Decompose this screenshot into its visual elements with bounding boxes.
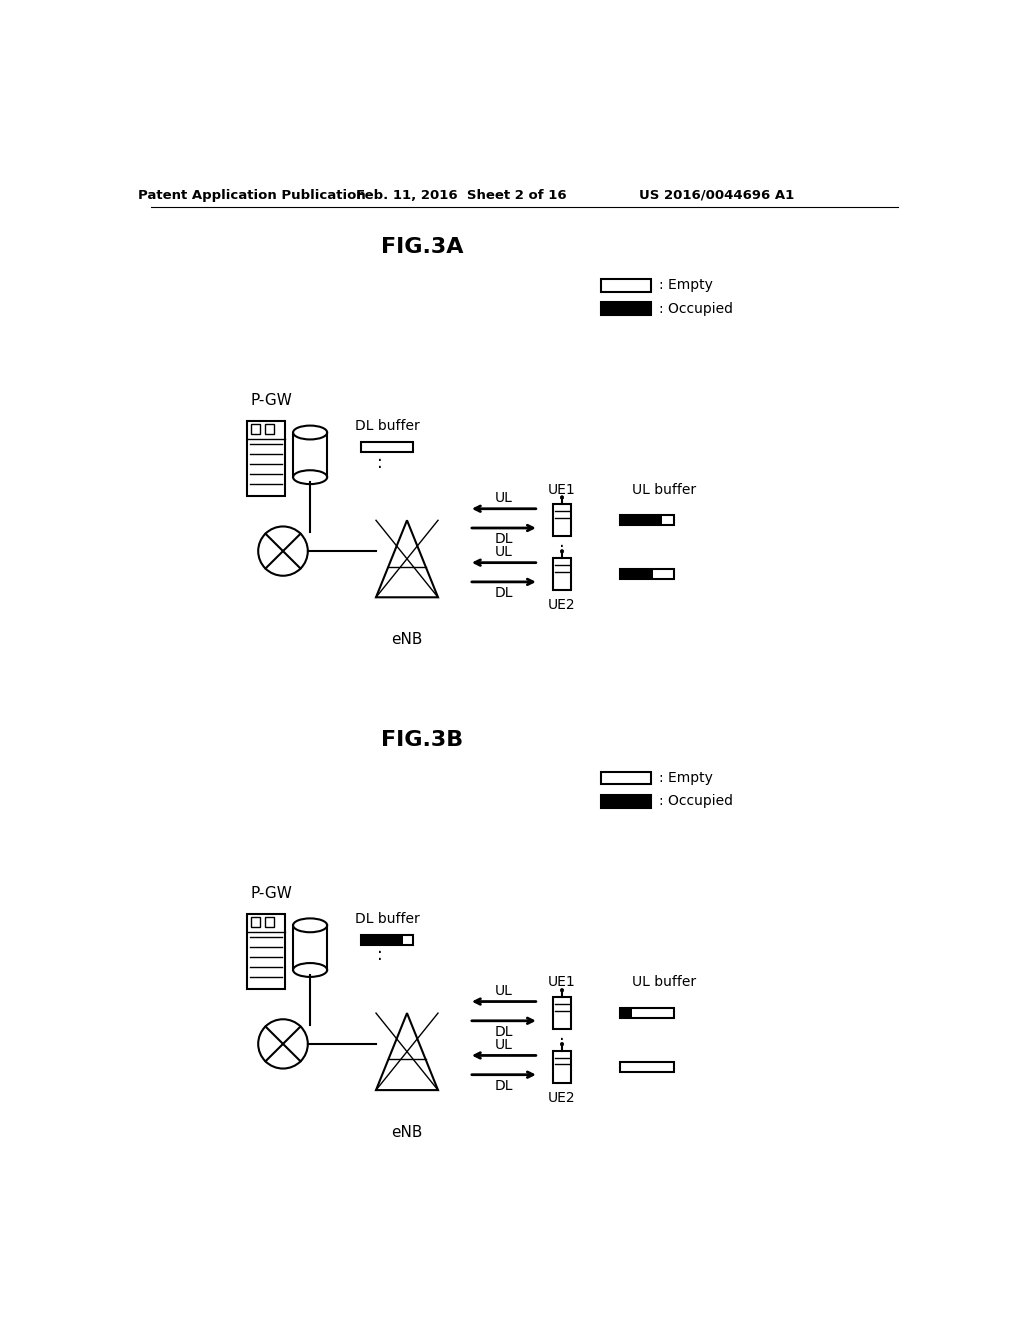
Text: UL buffer: UL buffer [632, 975, 696, 989]
Ellipse shape [293, 919, 328, 932]
Text: DL: DL [495, 586, 513, 599]
Bar [601, 795, 651, 808]
Text: DL buffer: DL buffer [355, 420, 420, 433]
Text: UL: UL [495, 491, 513, 506]
Bar [601, 302, 651, 314]
Bar [251, 917, 260, 927]
Text: : Empty: : Empty [658, 279, 713, 293]
Ellipse shape [293, 425, 328, 440]
Ellipse shape [293, 470, 328, 484]
Bar [621, 569, 652, 579]
Text: : Occupied: : Occupied [658, 795, 733, 808]
Text: P-GW: P-GW [251, 393, 292, 408]
Text: Feb. 11, 2016  Sheet 2 of 16: Feb. 11, 2016 Sheet 2 of 16 [356, 189, 566, 202]
Bar [621, 569, 675, 579]
Text: DL: DL [495, 1024, 513, 1039]
Text: DL: DL [495, 1078, 513, 1093]
Bar [360, 935, 402, 945]
Circle shape [560, 496, 563, 499]
Circle shape [258, 1019, 308, 1069]
Bar [621, 515, 675, 525]
Text: : Empty: : Empty [658, 771, 713, 785]
Circle shape [560, 1043, 563, 1045]
Bar [553, 504, 571, 536]
Bar [265, 917, 274, 927]
Bar [621, 1063, 675, 1072]
Bar [553, 558, 571, 590]
Bar [265, 424, 274, 434]
Polygon shape [376, 520, 438, 597]
Text: :: : [377, 946, 383, 965]
Bar [553, 1051, 571, 1084]
Text: eNB: eNB [391, 1125, 423, 1140]
Bar [247, 421, 285, 496]
Bar [360, 442, 414, 453]
Circle shape [560, 989, 563, 991]
Bar [621, 1008, 675, 1018]
Circle shape [258, 527, 308, 576]
Bar [621, 1008, 632, 1018]
Circle shape [560, 549, 563, 553]
Bar [621, 515, 663, 525]
Text: UE1: UE1 [548, 975, 575, 989]
Text: eNB: eNB [391, 632, 423, 647]
Text: FIG.3B: FIG.3B [381, 730, 464, 750]
Bar [601, 772, 651, 784]
Ellipse shape [293, 964, 328, 977]
Text: P-GW: P-GW [251, 886, 292, 902]
Text: UL: UL [495, 545, 513, 558]
Text: DL: DL [495, 532, 513, 546]
Text: :: : [559, 1032, 565, 1051]
Text: :: : [559, 540, 565, 558]
Text: : Occupied: : Occupied [658, 301, 733, 315]
Text: FIG.3A: FIG.3A [381, 238, 464, 257]
Text: US 2016/0044696 A1: US 2016/0044696 A1 [639, 189, 795, 202]
Bar [293, 433, 328, 477]
Text: Patent Application Publication: Patent Application Publication [138, 189, 366, 202]
Bar [293, 925, 328, 970]
Bar [360, 935, 414, 945]
Polygon shape [376, 1014, 438, 1090]
Text: UE1: UE1 [548, 483, 575, 496]
Bar [251, 424, 260, 434]
Bar [601, 280, 651, 292]
Text: UE2: UE2 [548, 1090, 575, 1105]
Text: :: : [377, 454, 383, 471]
Bar [247, 913, 285, 989]
Bar [553, 997, 571, 1030]
Text: UL: UL [495, 983, 513, 998]
Text: UL: UL [495, 1038, 513, 1052]
Text: UE2: UE2 [548, 598, 575, 612]
Text: DL buffer: DL buffer [355, 912, 420, 927]
Text: UL buffer: UL buffer [632, 483, 696, 496]
